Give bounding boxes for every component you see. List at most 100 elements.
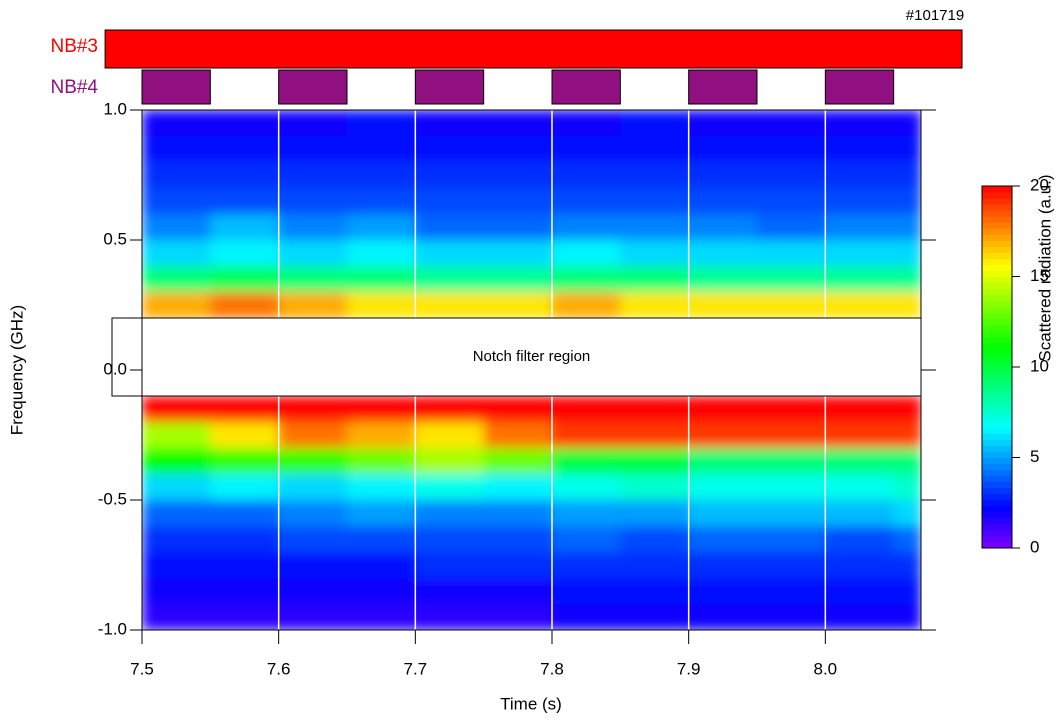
colorbar-segment xyxy=(982,439,1012,446)
colorbar-tick-label: 20 xyxy=(1030,175,1049,194)
heat-cell xyxy=(893,500,921,527)
colorbar-segment xyxy=(982,499,1012,507)
colorbar-tick-label: 10 xyxy=(1030,356,1049,375)
heat-cell xyxy=(278,188,348,215)
colorbar-segment xyxy=(982,529,1012,537)
colorbar-segment xyxy=(982,282,1012,290)
heat-cell xyxy=(620,500,690,527)
heat-cell xyxy=(620,292,690,319)
y-tick-label: -0.5 xyxy=(98,489,127,508)
heat-cell xyxy=(415,240,485,267)
heat-cell xyxy=(825,448,895,475)
heat-cell xyxy=(688,188,758,215)
heat-cell xyxy=(347,188,416,215)
heat-cell xyxy=(415,110,485,137)
colorbar-segment xyxy=(982,397,1012,404)
heat-cell xyxy=(620,474,690,501)
heat-cell xyxy=(278,110,348,137)
heat-cell xyxy=(552,578,621,605)
heat-cell xyxy=(688,396,758,423)
heat-cell xyxy=(210,266,280,293)
heat-cell xyxy=(415,578,485,605)
heat-cell xyxy=(415,136,485,163)
heat-cell xyxy=(483,162,553,189)
heat-cell xyxy=(142,422,211,449)
heat-cell xyxy=(825,396,895,423)
colorbar-segment xyxy=(982,306,1012,314)
heat-cell xyxy=(415,214,485,241)
heat-cell xyxy=(620,448,690,475)
beam-pulse xyxy=(104,29,963,69)
colorbar-segment xyxy=(982,469,1012,477)
heat-cell xyxy=(893,396,921,423)
heat-cell xyxy=(893,162,921,189)
heat-cell xyxy=(825,214,895,241)
y-tick-label: 0.0 xyxy=(103,359,127,378)
heat-cell xyxy=(757,188,826,215)
colorbar-segment xyxy=(982,475,1012,483)
heat-cell xyxy=(552,188,621,215)
beam-pulse xyxy=(278,69,348,105)
heat-cell xyxy=(415,162,485,189)
heat-cell xyxy=(210,162,280,189)
heat-cell xyxy=(688,526,758,553)
colorbar-segment xyxy=(982,535,1012,543)
colorbar-tick-label: 5 xyxy=(1030,447,1039,466)
heat-cell xyxy=(347,500,416,527)
heat-cell xyxy=(278,240,348,267)
colorbar-segment xyxy=(982,451,1012,458)
heat-cell xyxy=(415,552,485,579)
colorbar-segment xyxy=(982,336,1012,344)
heat-cell xyxy=(347,240,416,267)
heat-cell xyxy=(347,422,416,449)
beam-label: NB#3 xyxy=(50,36,98,57)
heat-cell xyxy=(825,578,895,605)
heat-cell xyxy=(210,552,280,579)
colorbar-segment xyxy=(982,342,1012,350)
colorbar-tick-label: 0 xyxy=(1030,537,1039,556)
heat-cell xyxy=(825,240,895,267)
colorbar-segment xyxy=(982,354,1012,362)
heat-cell xyxy=(552,448,621,475)
heat-cell xyxy=(620,604,690,630)
heat-cell xyxy=(620,110,690,137)
heat-cell xyxy=(757,500,826,527)
heat-cell xyxy=(825,474,895,501)
heat-cell xyxy=(620,240,690,267)
notch-label: Notch filter region xyxy=(473,348,591,365)
heat-cell xyxy=(757,214,826,241)
beam-pulse xyxy=(551,69,621,105)
colorbar-segment xyxy=(982,541,1012,549)
heat-cell xyxy=(278,552,348,579)
heat-cell xyxy=(278,526,348,553)
heat-cell xyxy=(757,526,826,553)
heat-cell xyxy=(620,136,690,163)
heat-cell xyxy=(347,110,416,137)
heat-cell xyxy=(142,292,211,319)
heat-cell xyxy=(825,266,895,293)
heat-cell xyxy=(483,110,553,137)
x-tick-label: 7.5 xyxy=(130,659,154,678)
heat-cell xyxy=(552,110,621,137)
heat-cell xyxy=(552,526,621,553)
heat-cell xyxy=(688,552,758,579)
heat-cell xyxy=(347,552,416,579)
colorbar-segment xyxy=(982,463,1012,471)
heat-cell xyxy=(483,422,553,449)
heat-cell xyxy=(893,448,921,475)
heat-cell xyxy=(688,422,758,449)
heat-cell xyxy=(552,214,621,241)
x-tick-label: 7.7 xyxy=(404,659,428,678)
heat-cell xyxy=(210,604,280,630)
heat-cell xyxy=(278,474,348,501)
y-tick-label: -1.0 xyxy=(98,619,127,638)
heat-cell xyxy=(142,474,211,501)
heat-cell xyxy=(757,136,826,163)
colorbar-segment xyxy=(982,300,1012,308)
heat-cell xyxy=(415,188,485,215)
heat-cell xyxy=(142,448,211,475)
heat-cell xyxy=(210,110,280,137)
heat-cell xyxy=(483,604,553,630)
colorbar-segment xyxy=(982,186,1012,193)
heat-cell xyxy=(893,474,921,501)
